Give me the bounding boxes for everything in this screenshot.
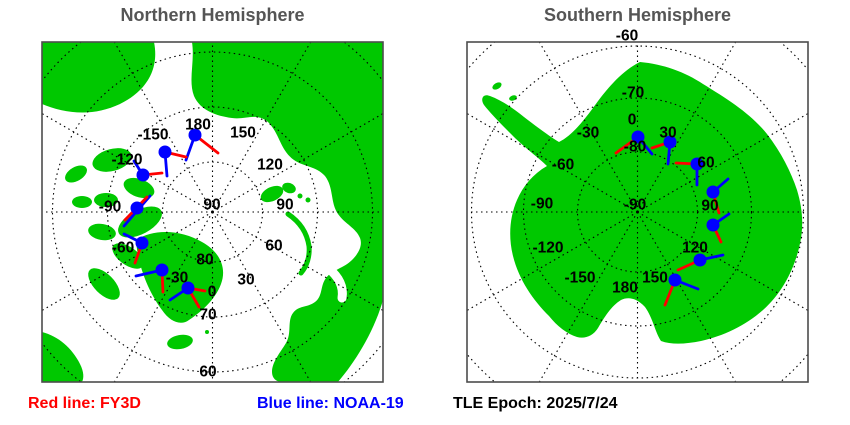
graticule-label: 180 xyxy=(185,117,211,134)
graticule-label: 60 xyxy=(199,364,216,381)
landmass-franz-josef xyxy=(305,197,311,203)
satellite-position-marker xyxy=(130,201,144,215)
graticule-label: 0 xyxy=(208,284,217,301)
northern-map-title: Northern Hemisphere xyxy=(120,5,305,25)
graticule-label: 70 xyxy=(199,307,216,324)
landmass-antarctic-island xyxy=(492,82,502,90)
graticule-label: 150 xyxy=(230,125,256,142)
northern-graticule xyxy=(42,42,383,382)
satellite-position-marker xyxy=(706,185,720,199)
graticule-label: -150 xyxy=(137,127,168,144)
graticule-label: -90 xyxy=(99,199,121,216)
southern-map-title: Southern Hemisphere xyxy=(543,5,732,25)
satellite-position-marker xyxy=(181,281,195,295)
graticule-label: -120 xyxy=(111,152,142,169)
graticule-label: 120 xyxy=(682,240,708,257)
landmass-franz-josef xyxy=(297,193,303,199)
satellite-position-marker xyxy=(188,128,202,142)
graticule-label: -90 xyxy=(624,197,646,214)
graticule-label: -60 xyxy=(616,28,638,45)
satellite-position-marker xyxy=(158,145,172,159)
landmass-novaya-zemlya xyxy=(285,211,312,276)
graticule-label: 120 xyxy=(257,157,283,174)
satellite-position-marker xyxy=(663,135,677,149)
satellite-position-marker xyxy=(631,130,645,144)
meridian-line xyxy=(113,42,213,213)
graticule-label: -60 xyxy=(552,157,574,174)
graticule-label: -70 xyxy=(622,85,644,102)
graticule-label: 60 xyxy=(697,155,714,172)
satellite-position-marker xyxy=(135,236,149,250)
northern-markers xyxy=(122,128,220,309)
graticule-label: -150 xyxy=(564,270,595,287)
landmass-antarctic-island xyxy=(509,95,517,101)
landmass-alaska-chukotka xyxy=(42,42,156,113)
satellite-position-marker xyxy=(136,168,150,182)
meridian-line xyxy=(42,112,213,213)
graticule-label: 80 xyxy=(196,252,213,269)
meridian-line xyxy=(212,211,383,312)
southern-map-frame xyxy=(466,41,809,383)
barents-sea xyxy=(264,199,335,287)
landmass-labrador xyxy=(42,332,84,382)
graticule-label: 60 xyxy=(265,238,282,255)
northern-map-frame xyxy=(41,41,384,383)
graticule-label: 150 xyxy=(642,270,668,287)
satellite-position-marker xyxy=(668,273,682,287)
landmass-iceland xyxy=(167,334,193,350)
graticule-label: 180 xyxy=(612,280,638,297)
southern-markers xyxy=(614,130,731,307)
graticule-label: -80 xyxy=(624,139,646,156)
graticule-label: 30 xyxy=(237,272,254,289)
meridian-line xyxy=(212,112,383,213)
landmass-greenland xyxy=(136,231,224,323)
landmass-faroe xyxy=(205,330,209,334)
meridian-line xyxy=(42,211,213,312)
baltic-corner-sea xyxy=(337,300,383,382)
legend-tle-epoch: TLE Epoch: 2025/7/24 xyxy=(453,395,618,412)
graticule-label: 90 xyxy=(701,198,718,215)
meridian-line xyxy=(538,211,638,382)
meridian-line xyxy=(212,211,312,382)
graticule-label: -60 xyxy=(112,240,134,257)
meridian-line xyxy=(113,211,213,382)
landmass-eurasia xyxy=(191,42,383,382)
meridian-line xyxy=(637,211,737,382)
graticule-label: 0 xyxy=(628,112,637,129)
graticule-label: 90 xyxy=(203,197,220,214)
graticule-label: -30 xyxy=(577,125,599,142)
latitude-circle xyxy=(522,97,753,327)
graticule-label: 30 xyxy=(659,125,676,142)
landmass-svalbard-east xyxy=(282,182,296,194)
meridian-line xyxy=(538,42,638,213)
meridian-line xyxy=(637,42,737,213)
graticule-label: 90 xyxy=(276,197,293,214)
satellite-position-marker xyxy=(155,263,169,277)
landmass-svalbard xyxy=(260,185,284,203)
landmass-canadian-archipelago xyxy=(65,148,162,300)
graticule-label: -90 xyxy=(531,196,553,213)
graticule-label: -120 xyxy=(532,240,563,257)
satellite-position-marker xyxy=(706,218,720,232)
meridian-line xyxy=(212,42,312,213)
graticule-label: -30 xyxy=(166,270,188,287)
satellite-position-marker xyxy=(693,253,707,267)
white-sea xyxy=(323,263,347,303)
legend-noaa19: Blue line: NOAA-19 xyxy=(257,395,404,412)
satellite-position-marker xyxy=(690,157,704,171)
legend-fy3d: Red line: FY3D xyxy=(28,395,141,412)
